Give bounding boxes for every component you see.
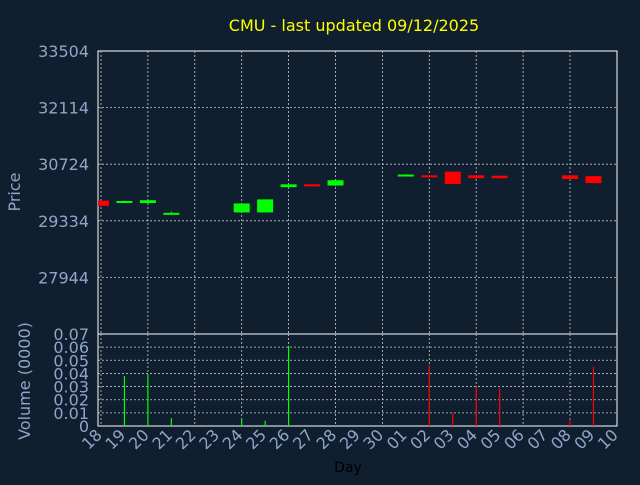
volume-y-tick-label: 0	[79, 417, 89, 436]
volume-y-tick-label: 0.01	[53, 404, 89, 423]
candle-body	[280, 184, 297, 188]
candle-body	[116, 201, 133, 204]
candle-body	[304, 184, 321, 187]
price-y-tick-label: 30724	[38, 155, 89, 174]
volume-y-tick-label: 0.07	[53, 325, 89, 344]
candle-body	[421, 175, 438, 178]
candle-body	[397, 174, 414, 177]
x-axis-label: Day	[334, 460, 362, 476]
candle-body	[257, 199, 274, 213]
candlestick-series	[98, 171, 602, 215]
volume-y-tick-labels: 0.070.060.050.040.030.020.010	[53, 325, 89, 436]
day-x-tick-label: 10	[594, 425, 622, 453]
volume-axis-label: Volume (0000)	[15, 322, 34, 440]
price-grid	[98, 51, 617, 334]
candle-body	[233, 203, 250, 213]
volume-y-tick-label: 0.05	[53, 351, 89, 370]
price-y-tick-label: 27944	[38, 268, 89, 287]
day-x-tick-labels: 1819202122232425262728293001020304050607…	[78, 425, 622, 453]
candle-body	[327, 180, 344, 186]
volume-panel: 0.070.060.050.040.030.020.010 1819202122…	[15, 322, 622, 476]
price-y-tick-label: 33504	[38, 42, 89, 61]
price-panel: 33504 32114 30724 29334 27944 Price	[5, 42, 618, 335]
price-y-tick-labels: 33504 32114 30724 29334 27944	[38, 42, 89, 287]
price-y-tick-label: 29334	[38, 212, 89, 231]
volume-y-tick-label: 0.04	[53, 364, 89, 383]
volume-bar-series	[123, 345, 595, 426]
price-axis-label: Price	[5, 172, 24, 211]
volume-y-tick-label: 0.03	[53, 378, 89, 397]
candle-body	[491, 175, 508, 179]
volume-grid	[98, 334, 617, 426]
candle-body	[468, 175, 485, 179]
volume-y-tick-label: 0.02	[53, 391, 89, 410]
price-plot-frame	[97, 50, 618, 335]
volume-y-tick-label: 0.06	[53, 338, 89, 357]
candle-body	[139, 200, 156, 204]
chart-title: CMU - last updated 09/12/2025	[229, 16, 479, 35]
candle-body	[98, 200, 109, 206]
candle-body	[444, 171, 461, 184]
candle-body	[585, 176, 602, 184]
price-y-tick-label: 32114	[38, 99, 89, 118]
volume-plot-frame	[97, 333, 618, 427]
candle-body	[163, 212, 180, 215]
candle-body	[562, 175, 578, 180]
